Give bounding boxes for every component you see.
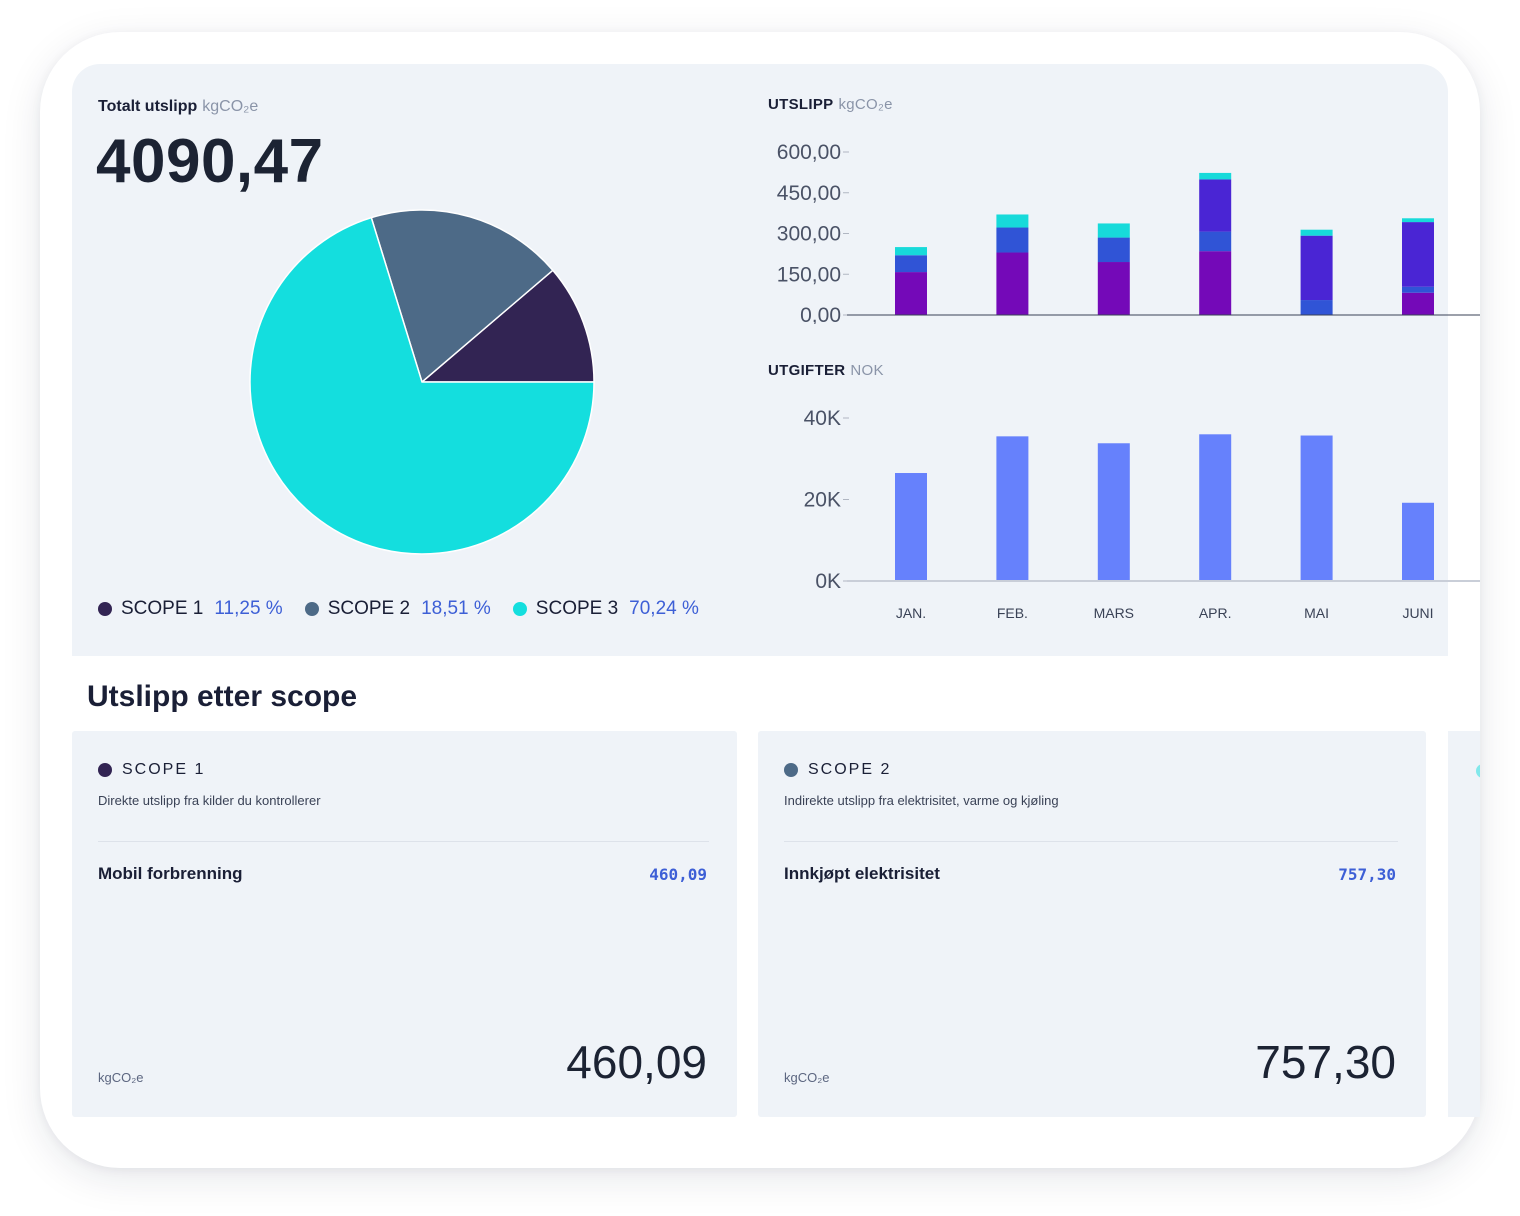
total-emissions-title: Totalt utslipp <box>98 98 198 115</box>
bar-juni-series-1[interactable] <box>1402 502 1434 581</box>
card-total: 460,09 <box>566 1036 707 1088</box>
emissions-chart-title-text: UTSLIPP <box>768 96 834 113</box>
card-title: SCOPE 2 <box>808 761 892 778</box>
bar-jan-series-2[interactable] <box>895 255 927 273</box>
x-category-label: FEB. <box>997 605 1028 621</box>
card-item-name: Mobil forbrenning <box>98 864 243 883</box>
y-tick-label: 600,00 <box>777 141 841 164</box>
scope-dot <box>98 763 112 777</box>
bar-jan-series-1[interactable] <box>895 272 927 315</box>
bar-mai-series-3[interactable] <box>1300 235 1333 301</box>
legend-percent: 18,51 % <box>421 598 491 619</box>
x-category-label: JAN. <box>896 605 926 621</box>
bar-apr-series-1[interactable] <box>1199 251 1232 315</box>
y-tick-label: 40K <box>804 407 841 430</box>
y-tick-label: 0K <box>815 570 841 593</box>
card-title: SCOPE 1 <box>122 761 206 778</box>
y-tick-label: 20K <box>804 489 841 512</box>
legend-name: SCOPE 1 <box>121 598 204 619</box>
section-title: Utslipp etter scope <box>87 680 358 713</box>
card-item-value: 460,09 <box>649 865 707 884</box>
scope-card-1[interactable]: SCOPE 1 Direkte utslipp fra kilder du ko… <box>72 731 737 1117</box>
total-emissions-unit: kgCO₂e <box>202 98 259 115</box>
legend-name: SCOPE 3 <box>535 598 619 619</box>
card-unit: kgCO₂e <box>784 1070 830 1085</box>
y-tick-label: 450,00 <box>777 182 841 205</box>
card-description: Indirekte utslipp fra elektrisitet, varm… <box>784 793 1059 808</box>
bar-apr-series-2[interactable] <box>1199 231 1232 252</box>
bar-juni-series-3[interactable] <box>1402 222 1434 287</box>
y-tick-label: 0,00 <box>800 304 841 324</box>
legend-name: SCOPE 2 <box>327 598 411 619</box>
card-item-value: 757,30 <box>1338 865 1396 884</box>
bar-apr-series-1[interactable] <box>1199 434 1232 581</box>
scope-pie-chart <box>249 209 595 555</box>
legend-scope-3[interactable]: SCOPE 3 70,24 % <box>512 598 699 620</box>
card-item-name: Innkjøpt elektrisitet <box>784 864 940 883</box>
bar-feb-series-2[interactable] <box>996 227 1029 253</box>
bar-feb-series-1[interactable] <box>996 436 1029 581</box>
legend-percent: 70,24 % <box>629 598 699 619</box>
y-tick-label: 150,00 <box>777 263 841 286</box>
legend-dot-scope-3 <box>512 602 527 616</box>
dashboard: Totalt utslipp kgCO₂e 4090,47 SCOPE 1 11,… <box>72 64 1480 1144</box>
emissions-chart-unit: kgCO₂e <box>838 96 893 113</box>
x-category-label: JUNI <box>1402 605 1433 621</box>
legend-dot-scope-1 <box>98 602 112 616</box>
pie-legend: SCOPE 1 11,25 % SCOPE 2 18,51 % SCOPE 3 … <box>98 598 699 620</box>
card-divider <box>98 841 709 842</box>
legend-scope-1[interactable]: SCOPE 1 11,25 % <box>98 598 283 620</box>
card-header: SCOPE 2 <box>784 761 891 779</box>
scope-dot <box>1476 764 1480 778</box>
card-divider <box>784 841 1398 842</box>
total-emissions-value: 4090,47 <box>96 127 324 196</box>
costs-chart-title: UTGIFTER NOK <box>768 362 884 379</box>
overview-panel: Totalt utslipp kgCO₂e 4090,47 SCOPE 1 11,… <box>72 64 1480 656</box>
legend-scope-2[interactable]: SCOPE 2 18,51 % <box>304 598 491 620</box>
bar-apr-series-3[interactable] <box>1199 179 1232 232</box>
legend-dot-scope-2 <box>304 602 319 616</box>
card-header: SCOPE 1 <box>98 761 205 779</box>
bar-mars-series-4[interactable] <box>1097 223 1130 238</box>
legend-percent: 11,25 % <box>214 598 283 619</box>
bar-apr-series-4[interactable] <box>1199 172 1232 180</box>
pie-slice-scope-3[interactable] <box>249 216 595 555</box>
bar-mars-series-1[interactable] <box>1097 443 1130 581</box>
costs-chart-unit: NOK <box>850 362 884 379</box>
scope-card-2[interactable]: SCOPE 2 Indirekte utslipp fra elektrisit… <box>758 731 1426 1117</box>
y-tick-label: 300,00 <box>777 223 841 246</box>
bar-juni-series-4[interactable] <box>1402 218 1434 223</box>
bar-juni-series-2[interactable] <box>1402 286 1434 293</box>
card-total: 757,30 <box>1255 1036 1396 1088</box>
bar-jan-series-4[interactable] <box>895 247 927 256</box>
scope-card-3-peek[interactable] <box>1448 731 1480 1117</box>
bar-mai-series-1[interactable] <box>1300 435 1333 581</box>
bar-juni-series-1[interactable] <box>1402 292 1434 315</box>
card-unit: kgCO₂e <box>98 1070 144 1085</box>
x-category-label: MAI <box>1304 605 1329 621</box>
pie-slice-scope-2[interactable] <box>370 209 554 384</box>
bar-mai-series-4[interactable] <box>1300 229 1333 236</box>
x-category-label: MARS <box>1094 605 1134 621</box>
card-description: Direkte utslipp fra kilder du kontroller… <box>98 793 321 808</box>
monthly-emissions-chart: 0,00 150,00 300,00 450,00 600,00 <box>777 141 1480 324</box>
bar-feb-series-4[interactable] <box>996 214 1029 228</box>
bar-mars-series-2[interactable] <box>1097 237 1130 263</box>
x-category-label: APR. <box>1199 605 1232 621</box>
total-emissions-label: Totalt utslipp kgCO₂e <box>98 98 258 116</box>
costs-chart-title-text: UTGIFTER <box>768 362 846 379</box>
bar-jan-series-1[interactable] <box>895 473 927 581</box>
bar-mars-series-1[interactable] <box>1097 262 1130 315</box>
monthly-costs-chart: 0K 20K 40K JAN. FEB. MARS APR. MAI JUNI <box>804 407 1480 621</box>
scope-dot <box>784 763 798 777</box>
bar-feb-series-1[interactable] <box>996 252 1029 315</box>
pie-slice-scope-1[interactable] <box>419 269 595 383</box>
bar-mai-series-2[interactable] <box>1300 300 1333 315</box>
emissions-chart-title: UTSLIPP kgCO₂e <box>768 96 893 113</box>
